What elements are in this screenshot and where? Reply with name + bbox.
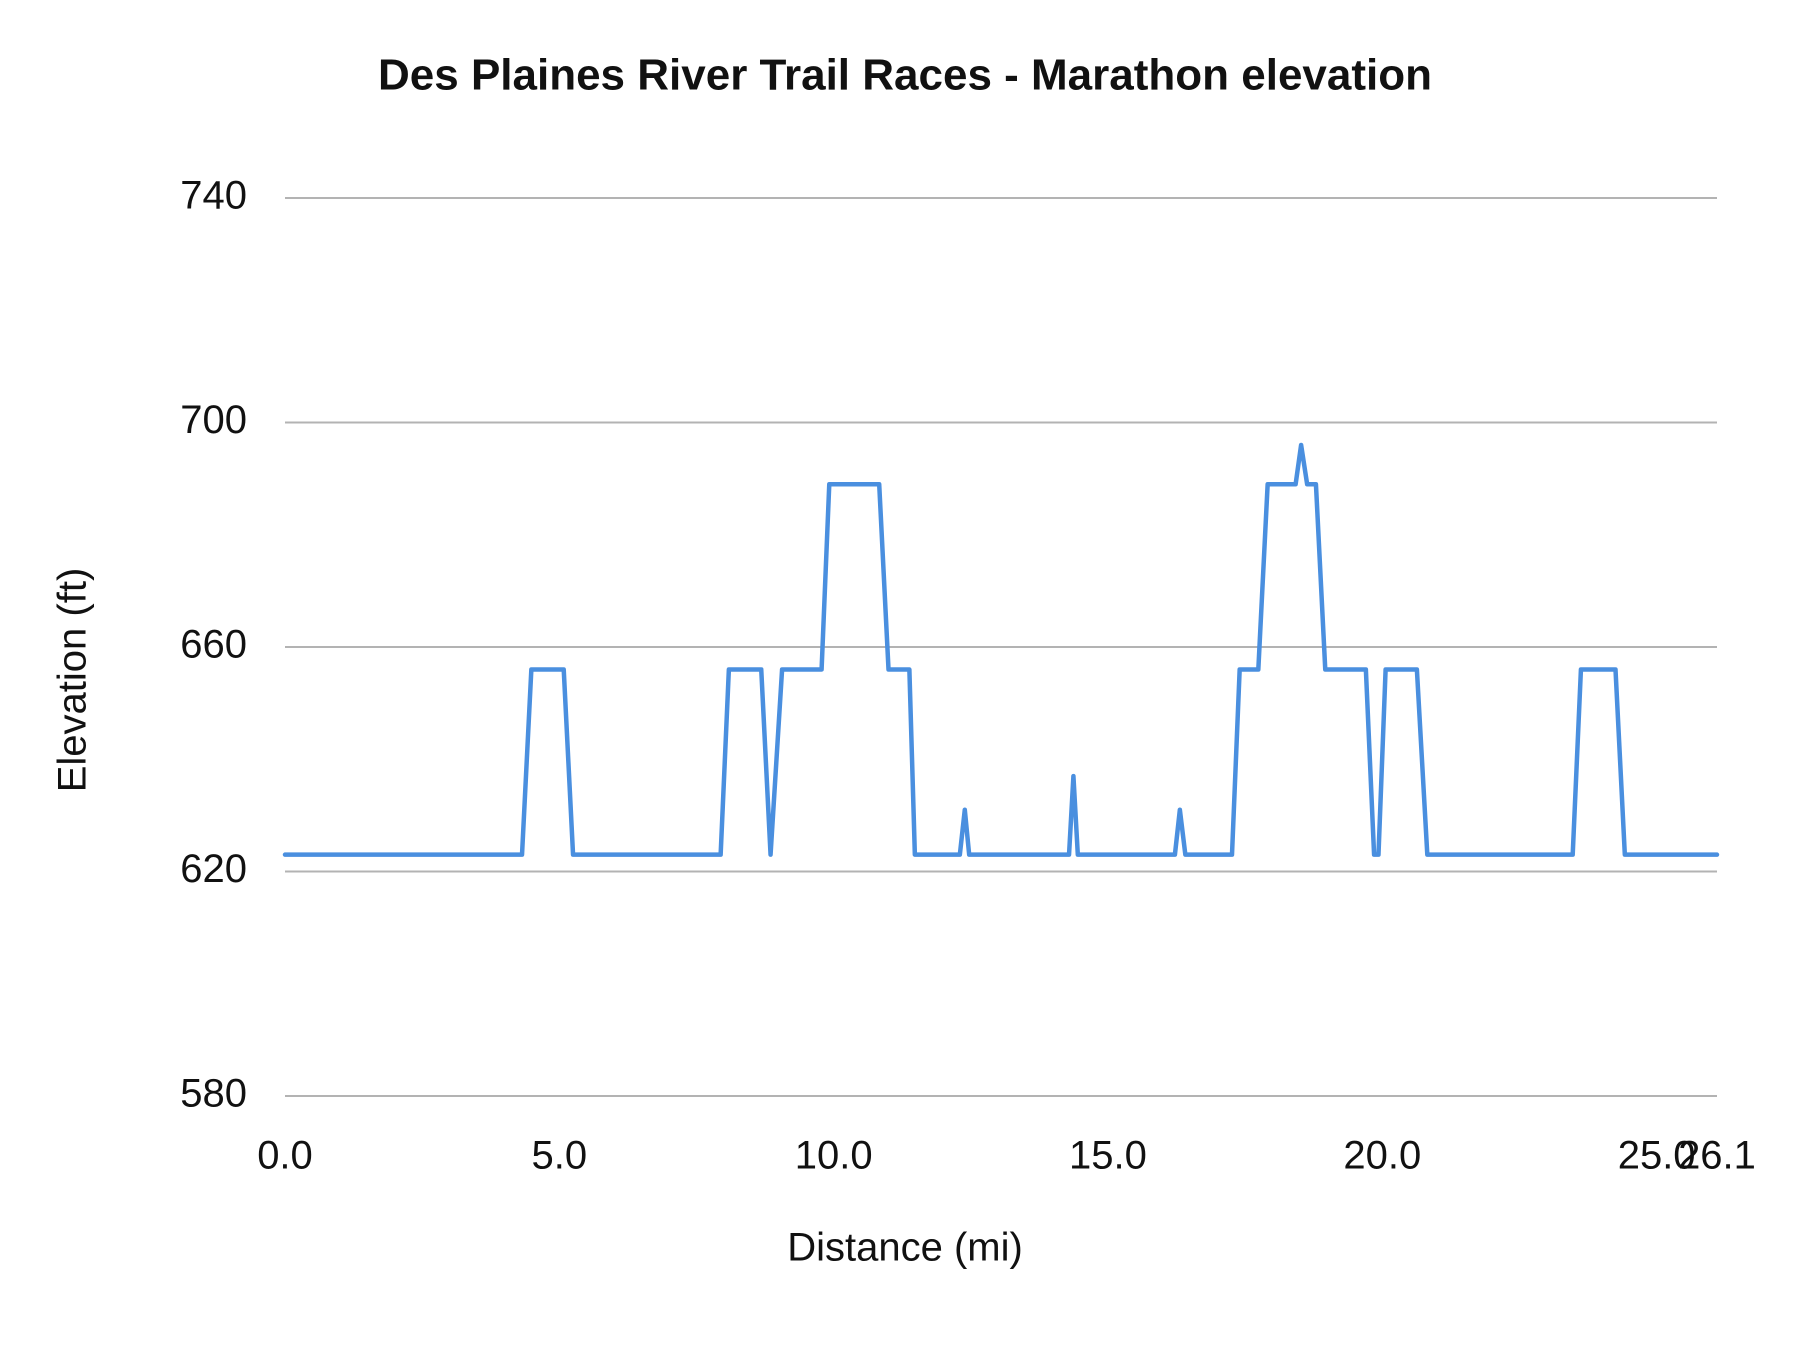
x-tick-label: 15.0	[1069, 1134, 1147, 1178]
y-tick-label: 580	[180, 1072, 247, 1116]
chart-title: Des Plaines River Trail Races - Marathon…	[378, 51, 1432, 100]
y-tick-label: 700	[180, 398, 247, 442]
x-tick-label: 0.0	[257, 1134, 313, 1178]
y-tick-label: 660	[180, 623, 247, 667]
x-tick-label: 20.0	[1343, 1134, 1421, 1178]
x-tick-label: 26.1	[1678, 1134, 1756, 1178]
x-tick-label: 5.0	[532, 1134, 588, 1178]
x-axis-title: Distance (mi)	[787, 1226, 1023, 1270]
y-tick-label: 620	[180, 847, 247, 891]
elevation-line	[282, 442, 1720, 857]
y-tick-label: 740	[180, 174, 247, 218]
y-axis-title: Elevation (ft)	[51, 568, 95, 793]
x-tick-label: 25.0	[1618, 1134, 1696, 1178]
x-tick-label: 10.0	[795, 1134, 873, 1178]
